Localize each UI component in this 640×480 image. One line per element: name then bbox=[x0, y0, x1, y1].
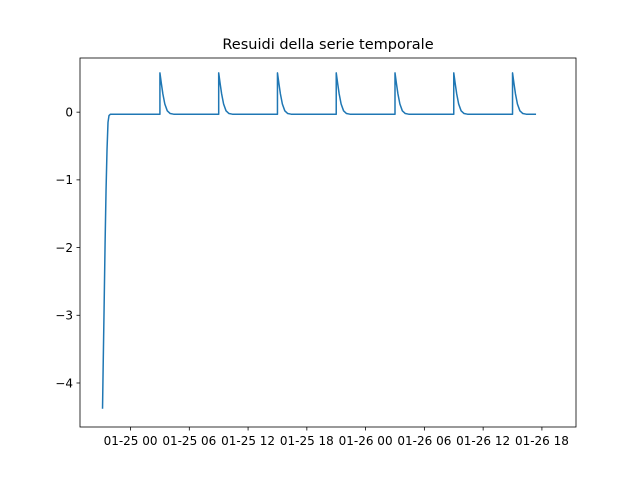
x-tick-label: 01-25 00 bbox=[104, 434, 158, 448]
x-tick-label: 01-26 06 bbox=[397, 434, 451, 448]
y-tick-label: −3 bbox=[55, 309, 73, 323]
x-tick-label: 01-25 06 bbox=[162, 434, 216, 448]
y-axis: 0 −1 −2 −3 −4 bbox=[55, 105, 80, 390]
x-tick-label: 01-26 00 bbox=[339, 434, 393, 448]
x-tick-label: 01-26 12 bbox=[456, 434, 510, 448]
y-tick-label: 0 bbox=[65, 105, 73, 119]
plot-frame bbox=[79, 57, 577, 428]
y-tick-label: −4 bbox=[55, 376, 73, 390]
x-tick-label: 01-25 12 bbox=[221, 434, 275, 448]
series-line bbox=[101, 72, 537, 409]
x-tick-label: 01-25 18 bbox=[280, 434, 334, 448]
y-tick-label: −1 bbox=[55, 173, 73, 187]
plot-area bbox=[80, 58, 576, 427]
x-axis: 01-25 00 01-25 06 01-25 12 01-25 18 01-26 00… bbox=[104, 427, 569, 448]
chart-title: Resuidi della serie temporale bbox=[222, 37, 433, 53]
y-tick-label: −2 bbox=[55, 241, 73, 255]
x-tick-label: 01-26 18 bbox=[515, 434, 569, 448]
series-group bbox=[101, 72, 537, 409]
